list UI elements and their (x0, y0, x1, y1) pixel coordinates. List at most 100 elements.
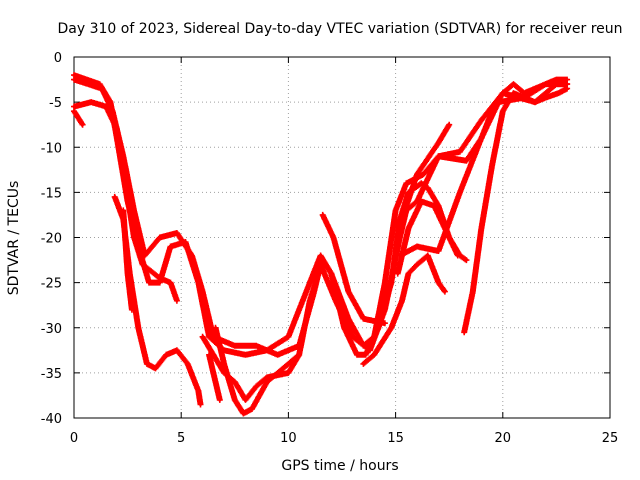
data-point (254, 344, 258, 348)
data-point (168, 281, 172, 285)
data-point (211, 353, 215, 357)
data-point (501, 109, 505, 113)
data-point (565, 87, 569, 91)
data-point (522, 96, 526, 100)
data-point (415, 172, 419, 176)
data-point (355, 353, 359, 357)
x-tick-label: 10 (280, 431, 297, 446)
data-point (471, 290, 475, 294)
data-point (207, 353, 211, 357)
data-point (426, 186, 430, 190)
data-point (186, 362, 190, 366)
data-point (443, 290, 447, 294)
data-point (544, 82, 548, 86)
data-point (143, 254, 147, 258)
data-point (389, 281, 393, 285)
data-point (565, 82, 569, 86)
data-point (331, 236, 335, 239)
data-point (383, 281, 387, 285)
y-tick-label: -20 (41, 232, 62, 247)
data-point (364, 353, 368, 357)
data-point (346, 290, 350, 294)
data-point (464, 258, 468, 262)
data-point (447, 123, 451, 127)
data-point (458, 190, 462, 194)
data-point (383, 321, 387, 325)
data-point (286, 371, 290, 375)
data-point (286, 362, 290, 366)
data-point (147, 281, 151, 285)
data-point (479, 118, 483, 122)
data-point (308, 299, 312, 303)
data-point (241, 411, 245, 415)
data-point (398, 217, 402, 221)
data-point (158, 276, 162, 280)
y-tick-label: -5 (49, 96, 62, 111)
data-point (376, 326, 380, 330)
data-point (501, 91, 505, 95)
data-point (211, 335, 215, 339)
data-point (351, 335, 355, 339)
y-tick-label: -35 (41, 367, 62, 382)
data-point (329, 272, 333, 276)
y-tick-label: -10 (41, 141, 62, 156)
data-point (254, 384, 258, 388)
data-point (544, 96, 548, 100)
data-point (490, 163, 494, 167)
data-point (342, 326, 346, 330)
data-point (126, 272, 130, 276)
data-point (72, 105, 76, 109)
y-tick-label: 0 (54, 51, 62, 66)
data-point (111, 109, 115, 113)
series-track-8 (206, 351, 223, 403)
data-point (72, 109, 76, 113)
data-point (389, 326, 393, 330)
data-point (141, 263, 145, 267)
series-track-13 (403, 121, 453, 209)
data-point (419, 181, 423, 185)
series-track-14 (461, 85, 571, 336)
series-track-3 (71, 99, 180, 304)
data-point (196, 389, 200, 393)
data-point (565, 78, 569, 82)
data-point (419, 199, 423, 203)
data-series (71, 72, 571, 417)
data-point (81, 123, 85, 127)
data-point (398, 254, 402, 258)
data-point (136, 326, 140, 330)
data-point (404, 181, 408, 185)
data-point (321, 213, 325, 217)
series-track-6 (120, 207, 135, 313)
data-point (458, 150, 462, 154)
data-point (372, 353, 376, 357)
data-point (153, 366, 157, 370)
data-point (479, 226, 483, 230)
data-point (130, 308, 134, 312)
data-point (394, 208, 398, 212)
data-point (361, 362, 365, 366)
data-point (406, 226, 410, 230)
data-point (533, 100, 537, 104)
data-point (123, 181, 127, 185)
data-point (72, 78, 76, 82)
data-point (175, 231, 179, 235)
data-point (436, 154, 440, 158)
data-point (233, 398, 237, 402)
data-point (201, 335, 205, 339)
data-point (175, 299, 179, 303)
data-point (297, 353, 301, 357)
data-point (233, 380, 237, 384)
data-point (490, 109, 494, 113)
data-point (113, 195, 117, 199)
data-point (512, 82, 516, 86)
data-point (396, 272, 400, 276)
series-track-11 (360, 252, 448, 367)
x-tick-label: 15 (387, 431, 404, 446)
data-point (522, 91, 526, 95)
y-axis-label: SDTVAR / TECUs (6, 181, 22, 296)
data-point (158, 236, 162, 239)
data-point (512, 91, 516, 95)
data-point (404, 204, 408, 208)
data-point (72, 73, 76, 77)
data-point (244, 353, 248, 357)
